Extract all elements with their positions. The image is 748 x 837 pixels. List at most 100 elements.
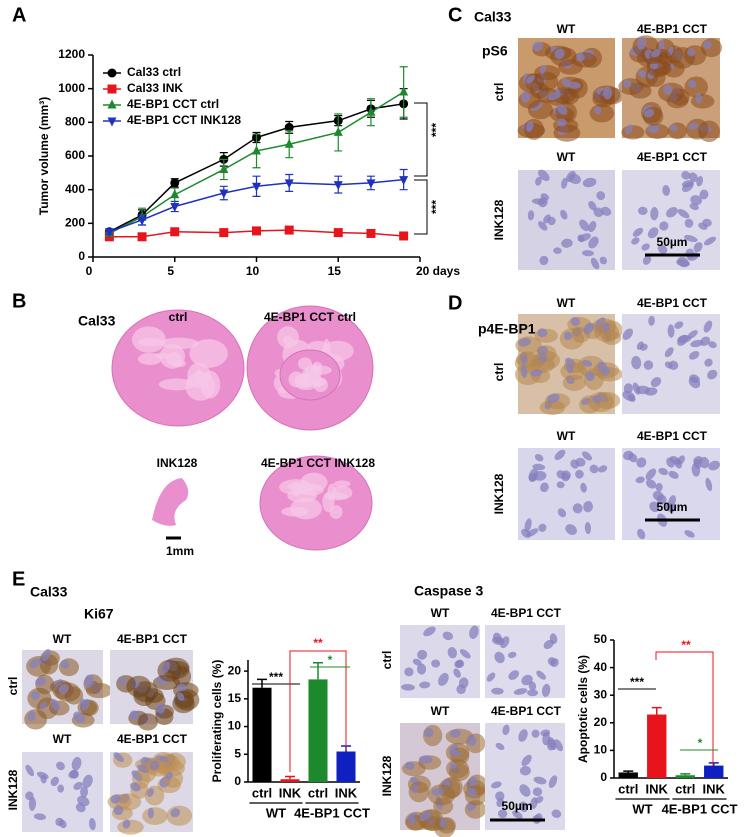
nucleus [554,48,565,60]
nucleus [58,683,69,695]
nucleus [161,661,171,674]
stain [117,819,144,835]
row-label: INK128 [6,769,20,810]
nucleus [663,84,672,95]
column-label: 4E-BP1 CCT [117,632,188,646]
nucleus [519,801,528,813]
nucleus [58,819,67,829]
nucleus [669,124,678,132]
nucleus [690,339,704,348]
nucleus [577,234,585,243]
stain [597,320,624,341]
nucleus [467,734,477,746]
nucleus [599,256,608,265]
tissue-texture [312,361,323,372]
tissue-texture [282,335,294,345]
nucleus [561,238,573,248]
nucleus [533,776,547,785]
nucleus [566,363,574,374]
nucleus [662,185,670,196]
nucleus [707,369,718,380]
nucleus [651,48,661,58]
nucleus [530,369,543,377]
nucleus [527,210,535,221]
scale-label: 1mm [166,544,194,558]
marker [284,225,294,235]
marker [284,138,294,148]
nucleus [547,737,557,751]
marker [137,232,147,242]
nucleus [688,351,700,360]
y-axis-label: Tumor volume (mm³) [37,97,51,215]
nucleus [495,791,505,801]
nucleus [568,173,581,185]
nucleus [50,699,60,711]
nucleus [498,809,508,819]
nucleus [73,711,86,724]
stain [142,807,168,825]
stain [658,82,685,103]
nucleus [129,710,139,720]
column-label: WT [557,429,576,443]
nucleus [526,75,535,84]
nucleus [491,687,504,695]
panel-label: E [12,568,25,590]
column-label: 4E-BP1 CCT [491,704,562,718]
bar [336,751,356,782]
nucleus [677,208,690,219]
nucleus [561,177,568,189]
nucleus [581,250,594,257]
nucleus [538,523,547,532]
nucleus [695,92,702,104]
nucleus [532,463,546,471]
nucleus [131,770,143,782]
nucleus [656,494,667,505]
bracket [414,179,428,235]
nucleus [691,462,701,477]
nucleus [539,65,547,74]
nucleus [467,787,478,797]
error-bar [708,762,719,766]
nucleus [29,658,40,669]
tissue-texture [329,505,343,519]
nucleus [705,477,713,492]
nucleus [637,528,646,540]
marker [137,216,147,226]
group-label: WT [266,805,286,820]
y-tick-label: 600 [65,148,85,162]
nucleus [110,794,121,804]
stain-label: Ki67 [84,606,114,622]
tissue-section [111,309,245,427]
column-label: WT [557,296,576,310]
nucleus [658,467,669,476]
nucleus [700,336,711,347]
column-label: 4E-BP1 CCT [637,429,708,443]
nucleus [449,761,458,770]
nucleus [528,681,537,691]
nucleus [411,784,419,794]
row-label: INK128 [492,473,506,514]
bar [618,772,638,778]
nucleus [417,649,428,660]
nucleus [549,633,558,645]
tissue-texture [189,339,228,368]
nucleus [423,727,434,738]
nucleus [418,755,433,764]
nucleus [677,256,689,268]
nucleus [449,729,461,738]
marker [366,179,376,189]
legend-marker [107,68,117,78]
nucleus [88,818,96,831]
nucleus [453,668,461,678]
nucleus [149,760,160,771]
section-label: 4E-BP1 CCT INK128 [261,456,375,470]
x-tick-label: ctrl [252,785,272,800]
nucleus [699,456,710,469]
nucleus [407,815,416,825]
nucleus [687,330,698,339]
nucleus [456,684,466,695]
x-tick-label: ctrl [308,785,328,800]
error-bar [285,775,295,780]
nucleus [57,784,65,793]
